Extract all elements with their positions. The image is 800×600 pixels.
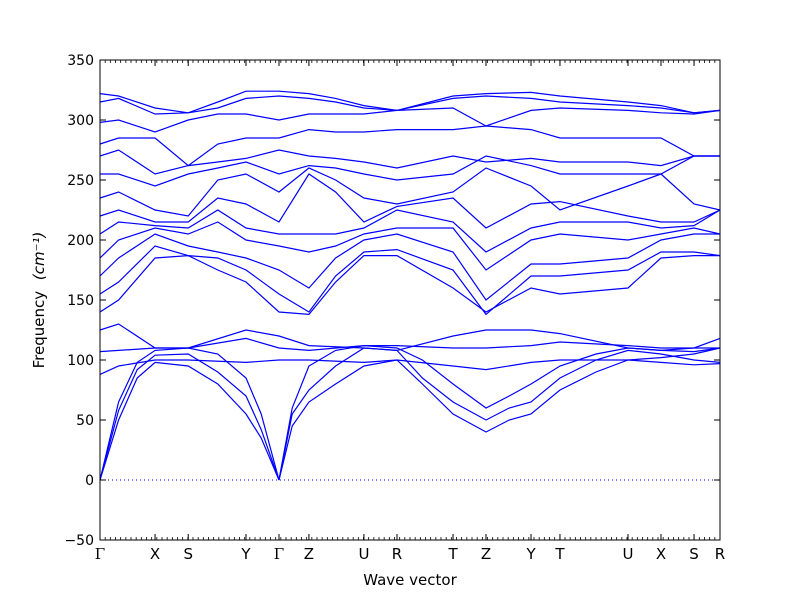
kpoint-label-14: X (656, 545, 666, 563)
y-tick-label-9: 350 (67, 53, 94, 69)
band-lines (99, 90, 721, 481)
band-line-12 (99, 233, 720, 301)
y-tick-label-7: 250 (67, 173, 94, 189)
y-axis-title-unit: (cm⁻¹) (30, 232, 48, 281)
y-tick-label-8: 300 (67, 113, 94, 129)
band-line-16 (99, 167, 721, 217)
kpoint-label-1: Γ (95, 545, 105, 563)
kpoint-label-11: Y (525, 545, 536, 563)
y-tick-label-1: −50 (64, 533, 94, 549)
band-line-15 (99, 173, 721, 229)
y-axis-ticks: −50 0 50 100 150 200 250 300 350 (64, 53, 720, 549)
kpoint-label-2: X (150, 545, 160, 563)
band-line-11 (99, 245, 721, 316)
y-tick-label-3: 50 (76, 413, 94, 429)
kpoint-gridlines (99, 60, 721, 540)
kpoint-label-15: S (689, 545, 699, 563)
band-line-8 (99, 337, 720, 353)
band-line-4 (278, 359, 721, 481)
kpoint-label-10: Z (481, 545, 491, 563)
kpoint-label-3: S (183, 545, 193, 563)
kpoint-label-13: U (622, 545, 633, 563)
y-tick-label-2: 0 (85, 473, 94, 489)
band-line-5 (278, 347, 721, 481)
band-line-22 (99, 90, 721, 114)
kpoint-label-8: R (392, 545, 402, 563)
band-line-3 (99, 347, 280, 481)
band-line-20 (99, 107, 721, 133)
band-line-2 (99, 353, 280, 481)
y-axis-title-text: Frequency (30, 291, 48, 369)
kpoint-label-5: Γ (274, 545, 284, 563)
band-line-19 (99, 125, 720, 167)
band-line-1 (99, 361, 280, 481)
band-line-10 (99, 254, 720, 316)
y-tick-label-5: 150 (67, 293, 94, 309)
band-line-7 (99, 347, 721, 375)
band-line-13 (99, 221, 721, 271)
kpoint-label-4: Y (240, 545, 251, 563)
kpoint-label-9: T (447, 545, 458, 563)
plot-frame (99, 59, 721, 541)
x-axis-title: Wave vector (363, 571, 457, 589)
kpoint-label-6: Z (304, 545, 314, 563)
y-tick-label-6: 200 (67, 233, 94, 249)
band-line-14 (99, 209, 721, 253)
kpoint-label-7: U (358, 545, 369, 563)
kpoint-label-12: T (554, 545, 565, 563)
band-line-17 (100, 155, 720, 187)
band-line-9 (99, 323, 721, 352)
y-tick-label-4: 100 (67, 353, 94, 369)
kpoint-label-16: R (715, 545, 725, 563)
y-axis-title: Frequency (cm⁻¹) (30, 232, 48, 369)
